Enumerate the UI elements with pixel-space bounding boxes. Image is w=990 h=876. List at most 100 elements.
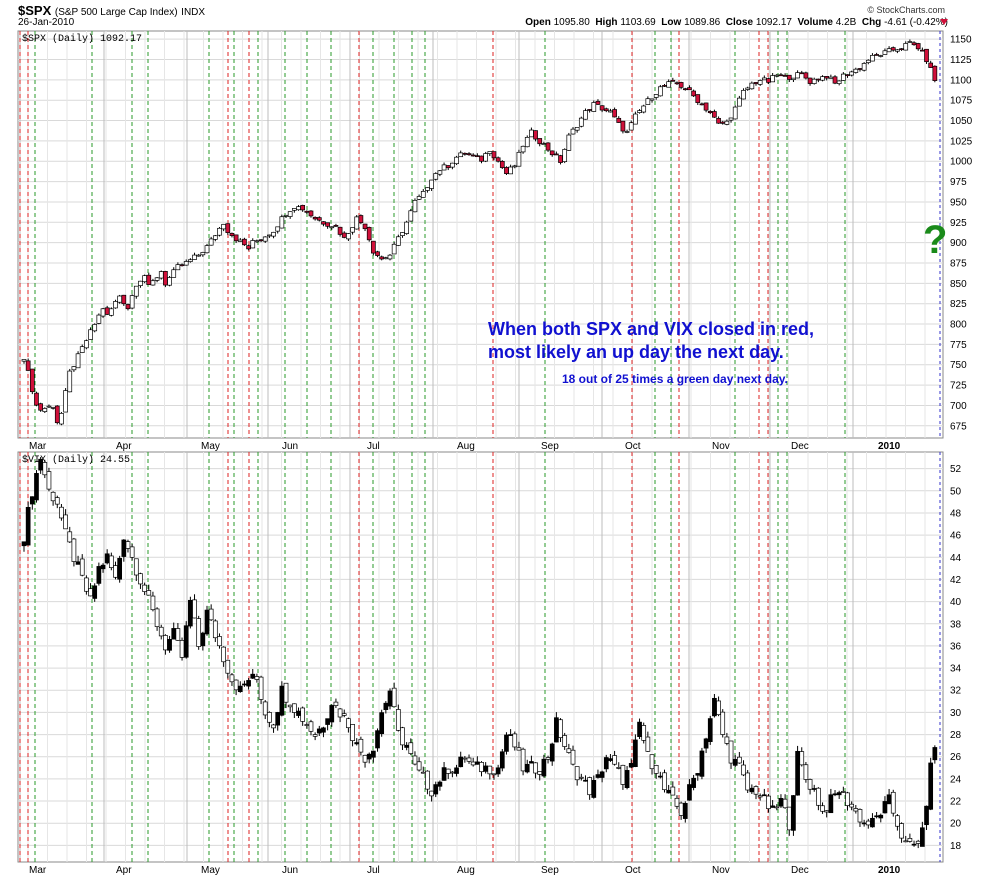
chg-label: Chg [861, 17, 882, 28]
vix-candle-body [928, 762, 934, 810]
spx-candle-body [491, 151, 497, 159]
spx-candle-body [899, 48, 904, 51]
spx-candle-body [583, 110, 588, 120]
spx-candle-body [316, 217, 322, 221]
vix-candle-body [354, 742, 360, 745]
spx-candle-body [828, 76, 834, 79]
vix-candle-body [786, 806, 792, 831]
spx-candle-body [346, 233, 351, 240]
vix-candle-body [741, 764, 746, 776]
spx-candle-body [321, 221, 326, 225]
vix-candle-body [907, 838, 913, 842]
vix-candle-body [229, 674, 235, 683]
spx-candle-body [633, 113, 638, 125]
vix-candle-body [146, 590, 152, 596]
vix-candle-body [412, 755, 418, 765]
spx-candle-body [466, 153, 472, 156]
spx-candle-body [811, 78, 817, 84]
vix-candle-body [612, 755, 617, 765]
vix-candle-body [225, 659, 231, 674]
vix-candle-body [67, 531, 73, 543]
vix-y-tick-label: 34 [950, 664, 962, 675]
vix-candle-body [113, 565, 118, 578]
spx-candle-body [454, 156, 459, 165]
vix-candle-body [716, 700, 721, 716]
ohlc-readout: Open 1095.80 High 1103.69 Low 1089.86 Cl… [525, 17, 948, 28]
vix-frame [17, 451, 944, 863]
vix-candle-body [142, 584, 147, 592]
spx-candle-body [911, 42, 917, 46]
vix-candle-body [267, 712, 272, 723]
vix-y-tick-label: 22 [950, 797, 962, 808]
spx-candle-body [391, 243, 397, 255]
vix-candle-body [703, 738, 709, 749]
spx-candle-body [387, 254, 393, 260]
spx-candle-body [495, 157, 501, 162]
spx-candle-body [890, 47, 896, 51]
spx-candle-body [616, 117, 622, 123]
spx-candle-body [865, 59, 871, 63]
vix-candle-body [920, 827, 925, 847]
annotation-main: When both SPX and VIX closed in red, mos… [488, 318, 814, 364]
vix-candle-body [574, 766, 580, 781]
vix-candle-body [121, 539, 127, 557]
spx-candle-body [462, 152, 468, 155]
spx-candle-body [142, 275, 147, 283]
vix-candle-body [258, 676, 264, 700]
spx-candle-body [229, 232, 235, 236]
spx-y-tick-label: 1125 [950, 55, 972, 66]
spx-candle-body [341, 232, 347, 238]
spx-candle-body [670, 79, 676, 82]
spx-candle-body [267, 234, 272, 237]
vix-candle-body [362, 754, 368, 763]
vix-candle-body [138, 573, 143, 585]
vix-candle-body [911, 843, 917, 846]
spx-candle-body [724, 120, 730, 125]
vix-candle-body [420, 771, 426, 774]
spx-y-tick-label: 875 [950, 258, 967, 269]
spx-candle-body [375, 251, 380, 256]
vix-candle-body [578, 776, 584, 779]
spx-candle-body [874, 54, 879, 56]
spx-candle-body [350, 227, 355, 233]
spx-y-tick-label: 950 [950, 197, 967, 208]
spx-candle-body [100, 308, 106, 317]
spx-candle-body [283, 214, 289, 217]
vix-y-tick-label: 38 [950, 619, 962, 630]
spx-candle-body [712, 111, 717, 118]
spx-candle-body [595, 100, 601, 105]
vix-candle-body [520, 748, 526, 772]
vix-y-tick-label: 28 [950, 730, 962, 741]
spx-candle-body [786, 74, 792, 80]
vix-candle-body [691, 777, 696, 788]
spx-candle-body [745, 87, 751, 90]
vix-y-tick-label: 18 [950, 841, 962, 852]
spx-candle-body [204, 245, 210, 254]
spx-candle-body [578, 117, 584, 127]
vix-candle-body [133, 558, 139, 576]
vix-candle-body [828, 794, 834, 814]
vix-candle-body [757, 795, 763, 798]
spx-month-label: Aug [457, 441, 475, 452]
spx-y-tick-label: 975 [950, 177, 967, 188]
spx-candle-body [287, 211, 293, 217]
question-mark: ? [923, 218, 948, 262]
vix-candle-body [279, 685, 285, 716]
vix-candle-body [283, 682, 289, 703]
close-label: Close [725, 17, 754, 28]
vix-candle-body [300, 707, 306, 722]
volume-value: 4.2B [835, 17, 857, 28]
vix-candle-body [608, 758, 613, 761]
spx-candle-body [795, 72, 800, 79]
vix-candle-body [624, 770, 630, 789]
spx-candle-body [441, 164, 447, 171]
spx-candle-body [587, 109, 592, 111]
spx-candle-body [649, 98, 655, 101]
low-label: Low [661, 17, 682, 28]
spx-candle-body [920, 49, 925, 52]
spx-candle-body [882, 50, 888, 55]
vix-candle-body [29, 496, 35, 505]
spx-candle-body [383, 257, 389, 260]
vix-y-tick-label: 20 [950, 819, 962, 830]
